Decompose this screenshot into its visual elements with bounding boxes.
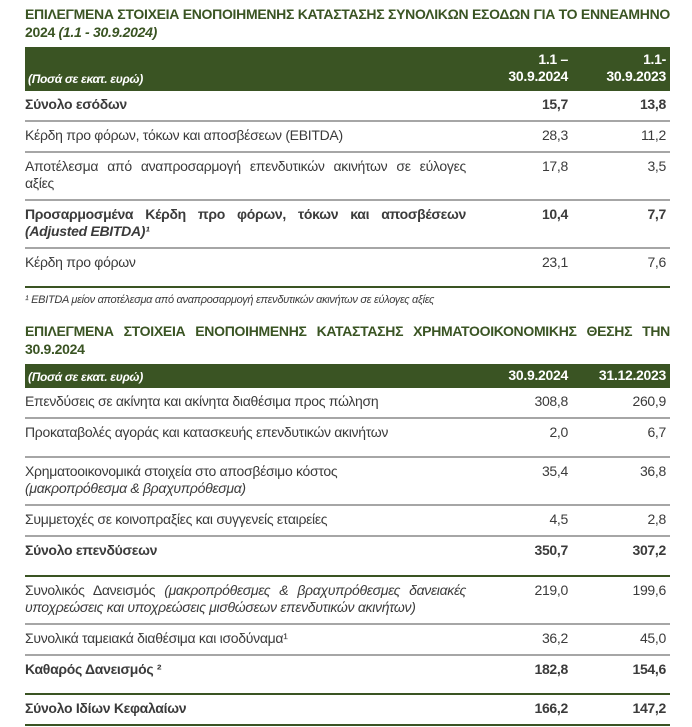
table-row: Κέρδη προ φόρων 23,1 7,6 xyxy=(25,248,670,289)
row-label-text: Συνολικά ταμειακά διαθέσιμα και ισοδύναμ… xyxy=(25,629,288,646)
value-current: 15,7 xyxy=(474,90,572,122)
income-statement-title-period: (1.1 - 30.9.2024) xyxy=(58,23,158,40)
column-header-prior-line2: 30.9.2023 xyxy=(606,68,666,85)
value-prior: 199,6 xyxy=(572,575,670,625)
income-statement-table: (Ποσά σε εκατ. ευρώ) 1.1 – 30.9.2024 1.1… xyxy=(25,46,670,289)
row-label: Καθαρός Δανεισμός ² xyxy=(25,654,474,695)
table-row: Σύνολο εσόδων 15,7 13,8 xyxy=(25,90,670,122)
row-label: Συμμετοχές σε κοινοπραξίες και συγγενείς… xyxy=(25,505,474,538)
table-row: Χρηματοοικονομικά στοιχεία στο αποσβέσιμ… xyxy=(25,457,670,507)
value-prior: 3,5 xyxy=(572,151,670,202)
position-table-body: Επενδύσεις σε ακίνητα και ακίνητα διαθέσ… xyxy=(25,388,670,726)
financial-position-title-text: ΕΠΙΛΕΓΜΕΝΑ ΣΤΟΙΧΕΙΑ ΕΝΟΠΟΙΗΜΕΝΗΣ ΚΑΤΑΣΤΑ… xyxy=(25,322,670,357)
income-statement-title: ΕΠΙΛΕΓΜΕΝΑ ΣΤΟΙΧΕΙΑ ΕΝΟΠΟΙΗΜΕΝΗΣ ΚΑΤΑΣΤΑ… xyxy=(25,6,670,42)
income-footnote-1: ¹ EBITDA μείον αποτέλεσμα από αναπροσαρμ… xyxy=(25,294,435,307)
row-label-text: Επενδύσεις σε ακίνητα και ακίνητα διαθέσ… xyxy=(25,393,379,410)
value-current: 36,2 xyxy=(474,623,572,656)
value-current: 28,3 xyxy=(474,120,572,153)
value-current: 350,7 xyxy=(474,536,572,577)
value-prior: 7,7 xyxy=(572,200,670,250)
row-label: Συνολικά ταμειακά διαθέσιμα και ισοδύναμ… xyxy=(25,623,474,656)
row-label: Σύνολο Ιδίων Κεφαλαίων xyxy=(25,693,474,726)
row-label-text: Συμμετοχές σε κοινοπραξίες και συγγενείς… xyxy=(25,511,328,528)
value-prior: 45,0 xyxy=(572,623,670,656)
row-label: Προσαρμοσμένα Κέρδη προ φόρων, τόκων και… xyxy=(25,200,474,250)
column-header-current-period: 1.1 – 30.9.2024 xyxy=(474,46,572,91)
row-label-text: Συνολικός Δανεισμός xyxy=(25,581,156,598)
row-label-text: Κέρδη προ φόρων, τόκων και αποσβέσεων (E… xyxy=(25,126,343,143)
value-prior: 307,2 xyxy=(572,536,670,577)
value-current: 219,0 xyxy=(474,575,572,625)
table-row: Σύνολο επενδύσεων 350,7 307,2 xyxy=(25,536,670,577)
value-current: 2,0 xyxy=(474,418,572,459)
row-label-text: Χρηματοοικονομικά στοιχεία στο αποσβέσιμ… xyxy=(25,463,338,480)
row-label: Αποτέλεσμα από αναπροσαρμογή επενδυτικών… xyxy=(25,151,474,202)
value-prior: 13,8 xyxy=(572,90,670,122)
value-current: 308,8 xyxy=(474,388,572,420)
value-current: 35,4 xyxy=(474,457,572,507)
value-prior: 260,9 xyxy=(572,388,670,420)
row-label: Προκαταβολές αγοράς και κατασκευής επενδ… xyxy=(25,418,474,459)
income-statement-title-text: ΕΠΙΛΕΓΜΕΝΑ ΣΤΟΙΧΕΙΑ ΕΝΟΠΟΙΗΜΕΝΗΣ ΚΑΤΑΣΤΑ… xyxy=(25,6,670,40)
table-row: Συμμετοχές σε κοινοπραξίες και συγγενείς… xyxy=(25,505,670,538)
column-header-current-line2: 30.9.2024 xyxy=(508,68,568,85)
amounts-unit-label: (Ποσά σε εκατ. ευρώ) xyxy=(25,363,474,389)
column-header-prior-line1: 1.1- xyxy=(643,50,666,67)
value-current: 17,8 xyxy=(474,151,572,202)
row-label-text: Κέρδη προ φόρων xyxy=(25,254,136,271)
table-row: Αποτέλεσμα από αναπροσαρμογή επενδυτικών… xyxy=(25,151,670,202)
value-current: 4,5 xyxy=(474,505,572,538)
value-prior: 147,2 xyxy=(572,693,670,726)
value-prior: 6,7 xyxy=(572,418,670,459)
row-label-italic-text: (Adjusted EBITDA)¹ xyxy=(25,223,150,240)
table-row: Συνολικά ταμειακά διαθέσιμα και ισοδύναμ… xyxy=(25,623,670,656)
income-table-body: Σύνολο εσόδων 15,7 13,8 Κέρδη προ φόρων, τό… xyxy=(25,90,670,289)
table-row: Προσαρμοσμένα Κέρδη προ φόρων, τόκων και… xyxy=(25,200,670,250)
row-label: Συνολικός Δανεισμός (μακροπρόθεσμες & βρ… xyxy=(25,575,474,625)
value-prior: 36,8 xyxy=(572,457,670,507)
financial-position-table: (Ποσά σε εκατ. ευρώ) 30.9.2024 31.12.202… xyxy=(25,363,670,726)
value-prior: 11,2 xyxy=(572,120,670,153)
row-label-text: Προκαταβολές αγοράς και κατασκευής επενδ… xyxy=(25,424,389,441)
row-label-text: Σύνολο Ιδίων Κεφαλαίων xyxy=(25,699,187,716)
amounts-unit-label: (Ποσά σε εκατ. ευρώ) xyxy=(25,46,474,91)
table-row: Προκαταβολές αγοράς και κατασκευής επενδ… xyxy=(25,418,670,459)
column-header-current-line1: 1.1 – xyxy=(538,50,568,67)
value-prior: 2,8 xyxy=(572,505,670,538)
row-label: Κέρδη προ φόρων, τόκων και αποσβέσεων (E… xyxy=(25,120,474,153)
row-label: Σύνολο επενδύσεων xyxy=(25,536,474,577)
row-label-text: Σύνολο επενδύσεων xyxy=(25,542,158,559)
table-row: Καθαρός Δανεισμός ² 182,8 154,6 xyxy=(25,654,670,695)
column-header-prior-period: 1.1- 30.9.2023 xyxy=(572,46,670,91)
row-label-text: Προσαρμοσμένα Κέρδη προ φόρων, τόκων και… xyxy=(25,206,466,223)
value-prior: 154,6 xyxy=(572,654,670,695)
column-header-prior-date: 31.12.2023 xyxy=(572,363,670,389)
value-current: 166,2 xyxy=(474,693,572,726)
row-label-text: Αποτέλεσμα από αναπροσαρμογή επενδυτικών… xyxy=(25,157,466,192)
value-prior: 7,6 xyxy=(572,248,670,289)
table-row: Σύνολο Ιδίων Κεφαλαίων 166,2 147,2 xyxy=(25,693,670,726)
table-row: Κέρδη προ φόρων, τόκων και αποσβέσεων (E… xyxy=(25,120,670,153)
row-label-text: Σύνολο εσόδων xyxy=(25,95,127,112)
value-current: 182,8 xyxy=(474,654,572,695)
row-label-italic-text: (μακροπρόθεσμα & βραχυπρόθεσμα) xyxy=(25,480,246,497)
row-label: Χρηματοοικονομικά στοιχεία στο αποσβέσιμ… xyxy=(25,457,474,507)
column-header-current-date: 30.9.2024 xyxy=(474,363,572,389)
financial-position-title: ΕΠΙΛΕΓΜΕΝΑ ΣΤΟΙΧΕΙΑ ΕΝΟΠΟΙΗΜΕΝΗΣ ΚΑΤΑΣΤΑ… xyxy=(25,323,670,359)
table-row: Συνολικός Δανεισμός (μακροπρόθεσμες & βρ… xyxy=(25,575,670,625)
row-label-text: Καθαρός Δανεισμός ² xyxy=(25,660,162,677)
income-table-header-row: (Ποσά σε εκατ. ευρώ) 1.1 – 30.9.2024 1.1… xyxy=(25,46,670,91)
table-row: Επενδύσεις σε ακίνητα και ακίνητα διαθέσ… xyxy=(25,388,670,420)
row-label: Κέρδη προ φόρων xyxy=(25,248,474,289)
row-label: Επενδύσεις σε ακίνητα και ακίνητα διαθέσ… xyxy=(25,388,474,420)
value-current: 10,4 xyxy=(474,200,572,250)
row-label: Σύνολο εσόδων xyxy=(25,90,474,122)
position-table-header-row: (Ποσά σε εκατ. ευρώ) 30.9.2024 31.12.202… xyxy=(25,363,670,389)
value-current: 23,1 xyxy=(474,248,572,289)
row-label-italic-text: (μακροπρόθεσμες & βραχυπρόθεσμες δανειακ… xyxy=(25,581,466,615)
